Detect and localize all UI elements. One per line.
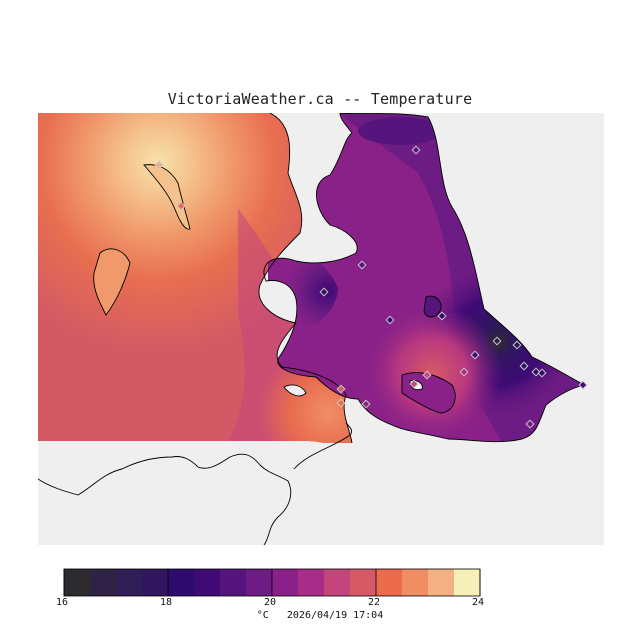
legend-swatch — [168, 569, 195, 596]
footer-label: °C 2026/04/19 17:04 — [0, 610, 640, 621]
unit-label: °C — [256, 610, 269, 621]
station-markers — [154, 145, 588, 429]
timestamp-label: 2026/04/19 17:04 — [286, 610, 384, 621]
legend-swatch — [246, 569, 273, 596]
legend-tick-label: 18 — [160, 597, 173, 608]
legend-swatch — [116, 569, 143, 596]
station-marker[interactable] — [409, 379, 419, 389]
station-marker[interactable] — [459, 367, 469, 377]
station-marker[interactable] — [319, 287, 329, 297]
legend-swatch — [324, 569, 351, 596]
station-marker[interactable] — [422, 370, 432, 380]
legend-swatch — [402, 569, 429, 596]
station-marker[interactable] — [437, 311, 447, 321]
legend-swatch — [298, 569, 325, 596]
station-marker[interactable] — [519, 361, 529, 371]
legend-swatch — [220, 569, 247, 596]
legend-tick-label: 16 — [56, 597, 69, 608]
map-title: VictoriaWeather.ca -- Temperature — [167, 90, 473, 108]
legend-swatch — [142, 569, 169, 596]
station-marker[interactable] — [176, 201, 186, 211]
station-marker[interactable] — [512, 340, 522, 350]
station-marker[interactable] — [336, 384, 346, 394]
legend-tick-label: 22 — [368, 597, 381, 608]
legend-swatches — [64, 569, 481, 596]
legend-tick-label: 24 — [472, 597, 485, 608]
legend-swatch — [428, 569, 455, 596]
station-marker[interactable] — [411, 145, 421, 155]
legend-ticks — [63, 569, 481, 596]
legend-swatch — [376, 569, 403, 596]
station-marker[interactable] — [531, 367, 541, 377]
station-marker[interactable] — [492, 336, 502, 346]
legend-frame — [63, 568, 481, 597]
temperature-map — [38, 113, 604, 545]
station-marker[interactable] — [385, 315, 395, 325]
station-marker[interactable] — [525, 419, 535, 429]
station-marker[interactable] — [154, 160, 164, 170]
station-marker[interactable] — [357, 260, 367, 270]
legend-swatch — [64, 569, 91, 596]
station-marker[interactable] — [336, 398, 346, 408]
station-marker[interactable] — [470, 350, 480, 360]
legend-swatch — [90, 569, 117, 596]
station-marker[interactable] — [361, 399, 371, 409]
legend-swatch — [194, 569, 221, 596]
legend-swatch — [272, 569, 299, 596]
station-marker[interactable] — [578, 380, 588, 390]
legend-swatch — [454, 569, 481, 596]
legend-swatch — [350, 569, 377, 596]
station-marker[interactable] — [537, 368, 547, 378]
legend-tick-label: 20 — [264, 597, 277, 608]
